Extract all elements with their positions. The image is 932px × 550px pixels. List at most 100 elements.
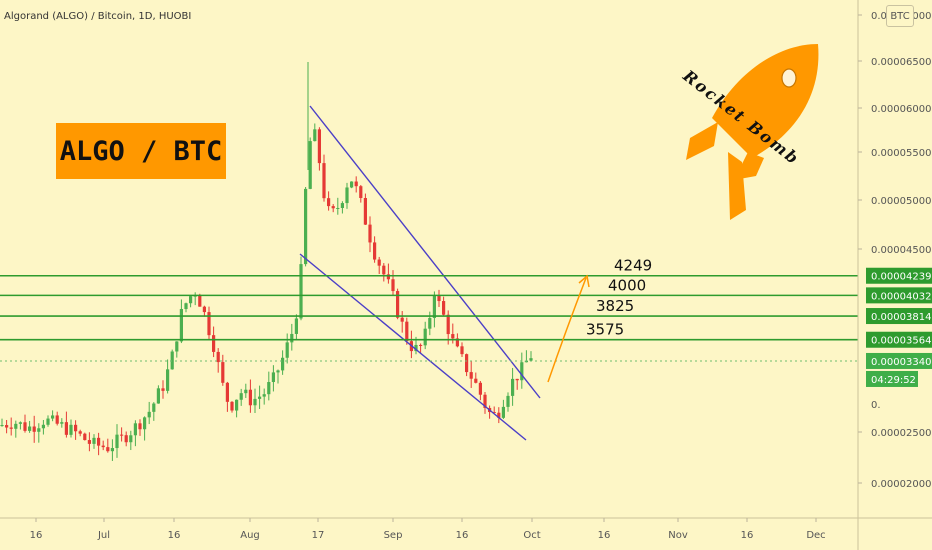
candle-body [511, 378, 515, 396]
candle-body [244, 389, 248, 394]
candle [244, 383, 248, 398]
candle [308, 137, 312, 190]
candle [506, 392, 510, 412]
candle-body [175, 341, 179, 352]
candle-body [69, 424, 73, 435]
candle-body [179, 309, 183, 342]
candle-body [51, 415, 55, 419]
rocket-exhaust [728, 152, 746, 220]
candle-body [262, 394, 266, 397]
candle [225, 381, 229, 412]
candle [299, 256, 303, 321]
candle-body [152, 403, 156, 412]
candle [179, 299, 183, 344]
candle [419, 343, 423, 354]
candle-body [359, 186, 363, 199]
candle-body [133, 423, 137, 436]
candle-body [501, 406, 505, 418]
title-box: ALGO / BTC [56, 123, 226, 179]
lower-trend-line [299, 253, 527, 441]
candle [60, 418, 64, 428]
candle-body [368, 224, 372, 243]
level-price-badge: 0.00004239 [866, 267, 932, 284]
candle-body [340, 203, 344, 208]
rocket-window [781, 68, 797, 88]
title-label: ALGO / BTC [59, 135, 223, 167]
candle-body [41, 424, 45, 429]
candle [64, 411, 68, 438]
candle-body [235, 399, 239, 411]
candle [271, 365, 275, 392]
candle-body [396, 291, 400, 318]
candle-body [299, 264, 303, 319]
candle [354, 176, 358, 193]
candle [460, 342, 464, 357]
countdown-badge: 04:29:52 [866, 370, 918, 387]
upper-trend-line [309, 105, 541, 399]
level-lines [0, 274, 858, 362]
candle [469, 360, 473, 388]
time-tick-label: Jul [97, 530, 110, 541]
price-tick-label: 0.00005500 [871, 148, 931, 159]
candle [23, 414, 27, 433]
candle-body [327, 198, 331, 207]
candle-body [419, 344, 423, 346]
time-tick-label: 16 [168, 530, 181, 541]
candle [14, 420, 18, 438]
candle-body [317, 129, 321, 164]
candle [492, 406, 496, 414]
candle-body [202, 306, 206, 313]
candle-body [313, 129, 317, 142]
candle [115, 424, 119, 458]
candle [497, 407, 501, 424]
candle [396, 288, 400, 320]
time-tick-label: 16 [30, 530, 43, 541]
price-axis[interactable]: 0.00002000 0.00002500 0.00004500 0.00005000… [857, 0, 932, 550]
candle-body [9, 427, 13, 429]
candle-body [354, 181, 358, 187]
candle-body [170, 351, 174, 370]
candle [124, 431, 128, 447]
candle [9, 417, 13, 436]
time-tick-label: 16 [456, 530, 469, 541]
symbol-title: Algorand (ALGO) / Bitcoin, 1D, HUOBI [4, 11, 191, 22]
candle [101, 440, 105, 451]
candle [382, 263, 386, 282]
candle [74, 420, 78, 440]
candle-body [225, 382, 229, 402]
time-tick-label: Dec [806, 530, 825, 541]
candle-body [32, 426, 36, 432]
candle [189, 295, 193, 308]
level-chart-label: 3825 [596, 297, 634, 315]
candle-body [64, 422, 68, 435]
candle-body [83, 433, 87, 441]
time-axis[interactable]: 16 Jul 16 Aug 17 Sep 16 Oct 16 Nov 16 Dec [0, 517, 932, 541]
price-tick-label: 0. [871, 400, 881, 411]
badge-bg [866, 370, 918, 387]
candle [235, 399, 239, 418]
candle [313, 123, 317, 142]
candle-body [28, 426, 32, 431]
candle [92, 434, 96, 449]
currency-button[interactable]: BTC [886, 5, 914, 27]
level-chart-label: 4000 [608, 276, 646, 294]
candle [46, 415, 50, 427]
candle-body [55, 415, 59, 424]
candle [193, 292, 197, 306]
badge-bg [866, 331, 932, 348]
candle-body [74, 424, 78, 432]
candle [340, 201, 344, 214]
candle [511, 367, 515, 406]
candle [423, 321, 427, 350]
candle-body [474, 378, 478, 383]
candle [207, 306, 211, 340]
candle-body [322, 163, 326, 199]
candle-body [529, 358, 533, 361]
candle-body [506, 395, 510, 407]
candle-body [460, 346, 464, 355]
badge-bg [866, 287, 932, 304]
candle-body [391, 279, 395, 292]
candle-body [414, 344, 418, 352]
candle [253, 388, 257, 413]
